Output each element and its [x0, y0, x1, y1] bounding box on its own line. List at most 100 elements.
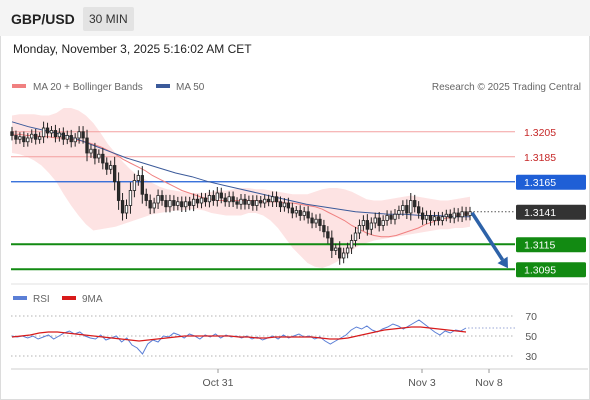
- candle: [26, 133, 30, 147]
- candle: [164, 194, 168, 213]
- candle: [77, 126, 81, 144]
- candle: [105, 157, 109, 175]
- candle: [172, 195, 176, 211]
- candle: [101, 147, 105, 170]
- timeframe-badge[interactable]: 30 MIN: [83, 7, 134, 31]
- candle-body-down: [45, 127, 50, 134]
- candle-body-up: [345, 247, 350, 254]
- candle: [294, 206, 298, 218]
- legend-rsi-swatch: [13, 296, 27, 300]
- time-tick-label: Nov 8: [475, 377, 503, 389]
- candle: [195, 194, 200, 208]
- candle: [211, 190, 216, 206]
- candle-body-up: [247, 200, 251, 205]
- candle-body-down: [405, 205, 409, 214]
- candle-body-up: [444, 213, 448, 218]
- candle-body-up: [199, 197, 204, 204]
- candle: [452, 207, 456, 224]
- candle: [45, 122, 50, 139]
- candle-body-up: [191, 198, 196, 206]
- candle-body-up: [77, 131, 81, 139]
- candle: [456, 208, 460, 222]
- candle: [448, 209, 452, 223]
- candle: [306, 206, 310, 224]
- candle: [176, 196, 180, 211]
- candle-body-up: [381, 220, 385, 226]
- candle: [282, 198, 287, 212]
- candlesticks: [10, 121, 472, 265]
- candle: [393, 209, 397, 225]
- candle: [349, 234, 354, 254]
- candle: [41, 121, 46, 144]
- candle: [259, 196, 263, 208]
- candle: [132, 173, 137, 198]
- price-level-lines: [11, 131, 515, 271]
- candle: [286, 197, 291, 214]
- candle-body-up: [353, 232, 358, 241]
- candle: [156, 189, 160, 209]
- candle-body-down: [164, 200, 168, 208]
- candle-body-down: [389, 215, 393, 220]
- candle-body-down: [456, 212, 460, 218]
- candle: [373, 212, 377, 229]
- candle: [203, 193, 208, 207]
- forecast-arrow: [470, 211, 508, 269]
- candle-body-down: [306, 211, 310, 219]
- candle: [243, 194, 247, 210]
- candle: [18, 132, 22, 144]
- candle-body-down: [203, 197, 208, 203]
- candle: [420, 207, 425, 225]
- candle: [341, 247, 346, 264]
- chart-legend: MA 20 + Bollinger Bands MA 50 Research ©…: [12, 82, 581, 93]
- candle-body-down: [10, 131, 14, 136]
- candle-body-down: [298, 210, 302, 216]
- candle: [227, 191, 231, 207]
- candle: [270, 191, 275, 207]
- candle: [235, 197, 239, 209]
- candle-body-up: [302, 211, 306, 216]
- time-tick-label: Oct 31: [203, 377, 234, 389]
- candle: [69, 129, 73, 148]
- candle-body-down: [286, 202, 291, 209]
- candle: [334, 243, 338, 255]
- candle: [53, 124, 58, 143]
- candle: [326, 226, 330, 244]
- candle: [377, 212, 381, 232]
- candle: [251, 195, 255, 211]
- candle-body-up: [73, 137, 77, 143]
- candle: [81, 126, 85, 144]
- chart-datetime: Monday, November 3, 2025 5:16:02 AM CET: [13, 42, 252, 56]
- candle-body-up: [132, 180, 137, 191]
- candle: [57, 128, 62, 142]
- candle: [49, 126, 54, 138]
- candle: [436, 211, 441, 226]
- candle-body-up: [215, 192, 219, 201]
- candle: [247, 195, 251, 210]
- candle-body-down: [448, 213, 452, 219]
- rsi-legend: RSI 9MA: [13, 294, 103, 305]
- candle-body-down: [112, 165, 117, 183]
- candle-body-up: [349, 240, 354, 249]
- candle-body-up: [401, 205, 405, 211]
- candle: [184, 196, 188, 212]
- candle: [369, 217, 373, 235]
- candle: [93, 142, 97, 165]
- candle: [365, 214, 370, 236]
- candle-body-up: [373, 217, 377, 224]
- candle: [361, 215, 366, 231]
- candle-body-down: [338, 247, 342, 259]
- candle-body-up: [227, 196, 231, 203]
- candle: [61, 127, 65, 145]
- pivot-tag-bg: [516, 174, 586, 190]
- candle: [322, 219, 326, 238]
- candle-body-up: [239, 198, 243, 205]
- candle: [405, 199, 409, 219]
- candle: [160, 190, 164, 206]
- candle-body-up: [263, 198, 267, 204]
- candle-body-up: [385, 215, 389, 221]
- candle-body-up: [41, 127, 46, 138]
- candle-body-up: [152, 202, 156, 209]
- candle: [109, 160, 113, 175]
- candle: [73, 133, 77, 147]
